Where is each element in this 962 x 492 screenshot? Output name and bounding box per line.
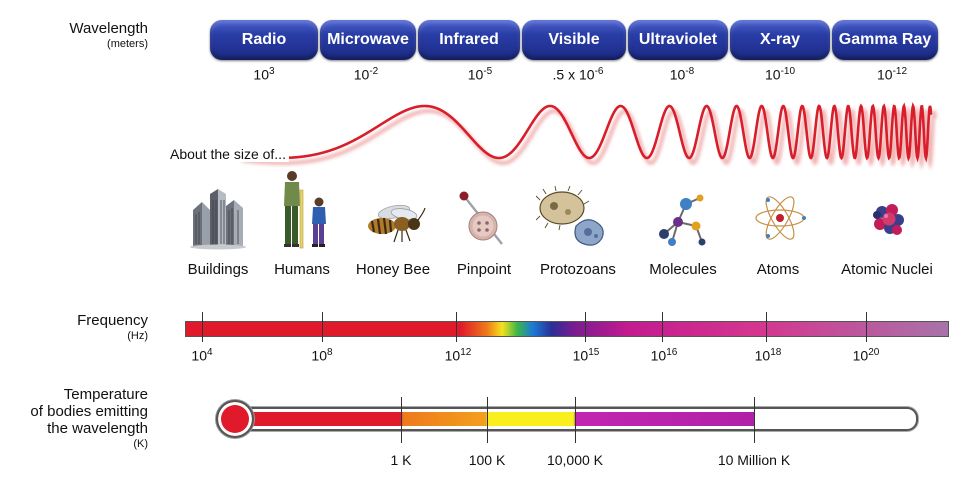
wavelength-value-ultraviolet: 10-8 bbox=[669, 66, 695, 83]
temperature-tick-label-2: 100 K bbox=[468, 452, 506, 468]
thermometer-fill bbox=[238, 412, 754, 426]
frequency-tick-3 bbox=[456, 312, 457, 342]
size-label-atoms: Atoms bbox=[756, 261, 800, 278]
frequency-tick-6 bbox=[766, 312, 767, 342]
frequency-tick-2 bbox=[322, 312, 323, 342]
size-label-buildings: Buildings bbox=[187, 261, 249, 278]
temperature-tick-3 bbox=[575, 397, 576, 443]
humans-icon bbox=[284, 171, 326, 249]
temperature-unit: (K) bbox=[133, 438, 148, 450]
frequency-tick-label-7: 1020 bbox=[852, 347, 880, 364]
temperature-label-block: Temperature of bodies emitting the wavel… bbox=[10, 386, 148, 451]
temperature-label-line2: of bodies emitting bbox=[30, 403, 148, 420]
frequency-tick-4 bbox=[585, 312, 586, 342]
pin-icon bbox=[459, 191, 503, 245]
frequency-tick-label-3: 1012 bbox=[444, 347, 472, 364]
size-label-molecules: Molecules bbox=[649, 261, 717, 278]
frequency-tick-label-6: 1018 bbox=[754, 347, 782, 364]
atom-icon bbox=[755, 196, 806, 240]
thermometer-tube bbox=[238, 407, 918, 431]
band-visible: Visible bbox=[522, 20, 626, 60]
temperature-label-line3: the wavelength bbox=[47, 420, 148, 437]
band-microwave: Microwave bbox=[320, 20, 416, 60]
atomic-nucleus-icon bbox=[873, 204, 904, 235]
wavelength-unit: (meters) bbox=[107, 38, 148, 50]
wavelength-value-microwave: 10-2 bbox=[353, 66, 379, 83]
size-label-pinpoint: Pinpoint bbox=[456, 261, 512, 278]
temperature-tick-2 bbox=[487, 397, 488, 443]
size-label-protozoans: Protozoans bbox=[540, 261, 616, 278]
band-gamma-ray: Gamma Ray bbox=[832, 20, 938, 60]
about-size-label: About the size of... bbox=[170, 146, 289, 162]
wavelength-value-infrared: 10-5 bbox=[467, 66, 493, 83]
frequency-tick-5 bbox=[662, 312, 663, 342]
frequency-spectrum-bar bbox=[185, 321, 949, 337]
size-label-honey-bee: Honey Bee bbox=[355, 261, 431, 278]
frequency-tick-7 bbox=[866, 312, 867, 342]
frequency-tick-1 bbox=[202, 312, 203, 342]
size-label-atomic-nuclei: Atomic Nuclei bbox=[841, 261, 933, 278]
wavelength-value-x-ray: 10-10 bbox=[764, 66, 796, 83]
band-ultraviolet: Ultraviolet bbox=[628, 20, 728, 60]
band-x-ray: X-ray bbox=[730, 20, 830, 60]
frequency-label: Frequency bbox=[77, 312, 148, 329]
wavelength-value-radio: 103 bbox=[253, 66, 275, 83]
temperature-tick-1 bbox=[401, 397, 402, 443]
wavelength-label: Wavelength bbox=[69, 20, 148, 37]
wavelength-value-gamma-ray: 10-12 bbox=[876, 66, 908, 83]
buildings-icon bbox=[190, 189, 246, 250]
protozoan-icon bbox=[536, 186, 604, 246]
band-infrared: Infrared bbox=[418, 20, 520, 60]
temperature-tick-label-1: 1 K bbox=[390, 452, 412, 468]
molecule-icon bbox=[659, 194, 706, 246]
temperature-label-line1: Temperature bbox=[63, 386, 148, 403]
wavelength-label-block: Wavelength (meters) bbox=[20, 20, 148, 51]
frequency-tick-label-4: 1015 bbox=[572, 347, 600, 364]
frequency-tick-label-1: 104 bbox=[191, 347, 213, 364]
wavelength-value-visible: .5 x 10-6 bbox=[552, 66, 604, 83]
wave-shadow bbox=[241, 104, 937, 171]
temperature-tick-label-4: 10 Million K bbox=[717, 452, 791, 468]
wave-graphic bbox=[236, 102, 937, 171]
thermometer-bulb bbox=[216, 400, 254, 438]
frequency-tick-label-5: 1016 bbox=[650, 347, 678, 364]
band-radio: Radio bbox=[210, 20, 318, 60]
frequency-label-block: Frequency (Hz) bbox=[20, 312, 148, 343]
frequency-tick-label-2: 108 bbox=[311, 347, 333, 364]
frequency-unit: (Hz) bbox=[127, 330, 148, 342]
honey-bee-icon bbox=[368, 204, 426, 243]
temperature-tick-label-3: 10,000 K bbox=[546, 452, 604, 468]
wave-line bbox=[236, 102, 933, 163]
temperature-tick-4 bbox=[754, 397, 755, 443]
size-label-humans: Humans bbox=[274, 261, 330, 278]
